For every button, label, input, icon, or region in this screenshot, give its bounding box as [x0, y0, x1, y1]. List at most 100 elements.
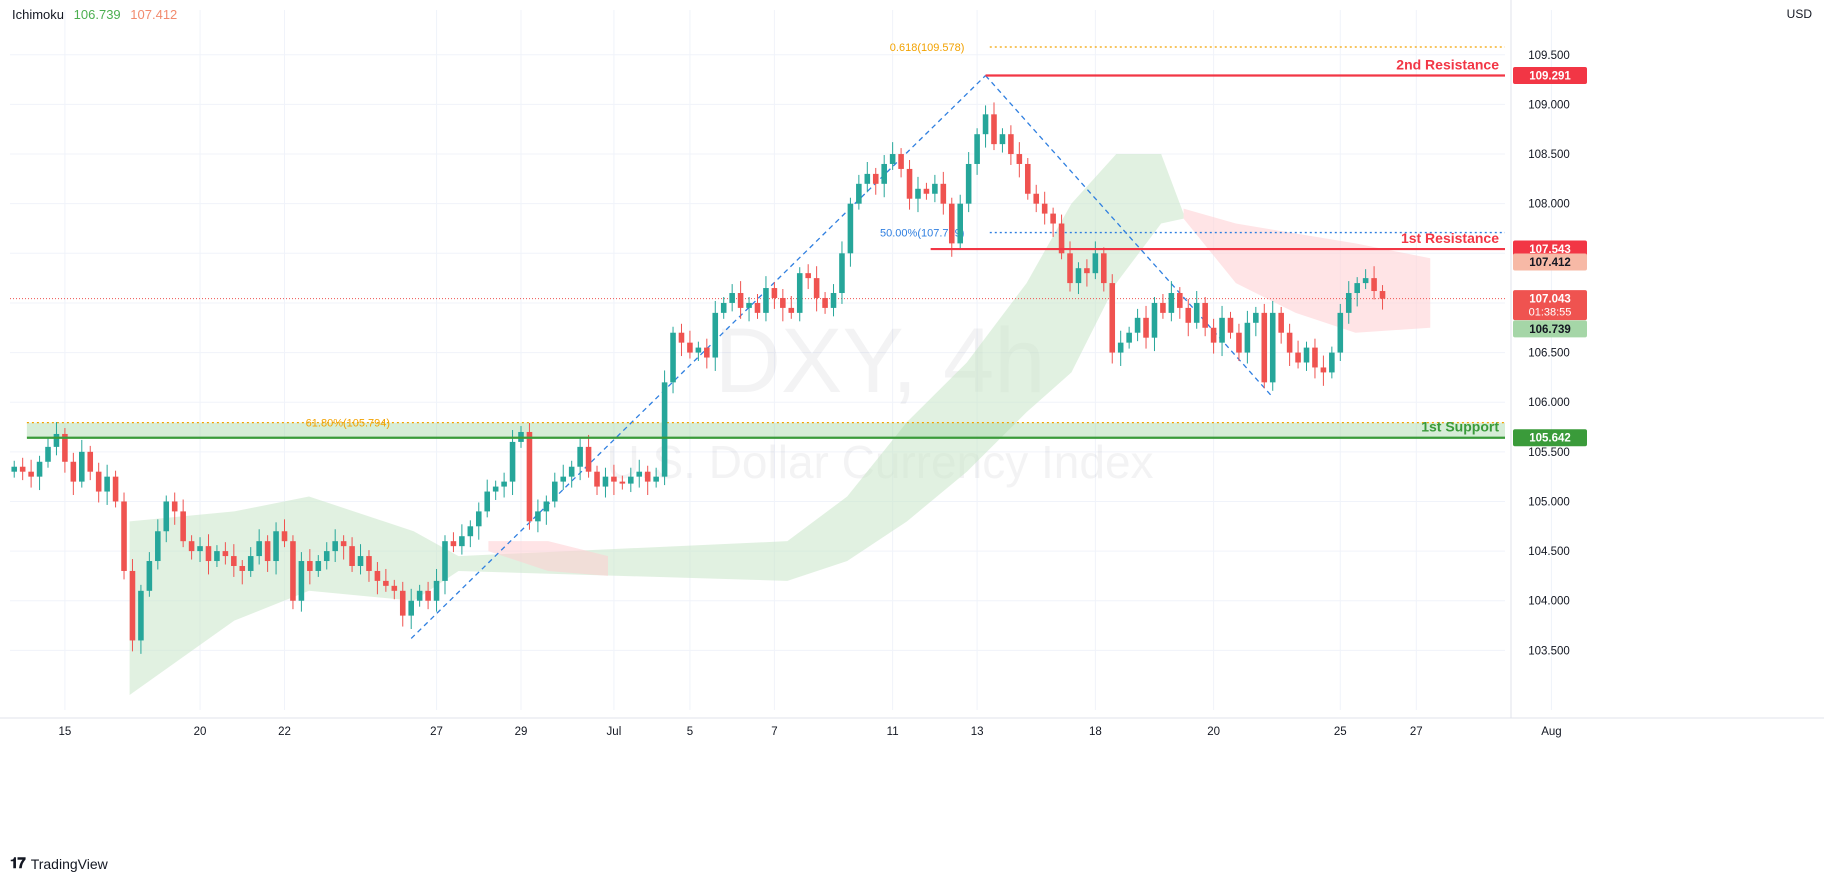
candle-25	[222, 542, 229, 565]
candle-24	[214, 545, 220, 567]
candle-37	[323, 542, 330, 570]
candle-body	[1101, 253, 1107, 284]
candle-body	[619, 481, 626, 484]
candle-body	[222, 551, 229, 557]
candle-body	[1134, 317, 1141, 333]
y-tick-label: 105.000	[1528, 496, 1570, 508]
candle-57	[492, 480, 499, 500]
candle-body	[796, 273, 803, 313]
candle-39	[340, 535, 347, 560]
candle-9	[87, 445, 94, 481]
candle-56	[484, 479, 491, 518]
indicator-legend[interactable]: Ichimoku 106.739 107.412	[12, 7, 177, 22]
candle-body	[813, 278, 820, 298]
candle-body	[1202, 302, 1208, 328]
tag-resistance-1-text: 107.543	[1529, 244, 1571, 256]
candle-64	[552, 472, 558, 508]
candle-161	[1371, 266, 1377, 300]
candle-131	[1117, 330, 1124, 366]
candle-body	[788, 307, 795, 313]
candle-body	[459, 536, 465, 547]
candle-15	[138, 584, 144, 654]
candle-body	[374, 570, 381, 581]
x-tick-label: 20	[1207, 726, 1220, 738]
candle-body	[188, 541, 195, 552]
y-tick-label: 104.000	[1528, 596, 1570, 608]
candle-body	[898, 154, 904, 169]
candle-body	[383, 580, 389, 586]
candle-115	[982, 105, 989, 148]
candle-body	[695, 347, 702, 353]
candle-51	[442, 535, 448, 595]
candle-body	[36, 461, 43, 477]
candle-81	[695, 341, 702, 362]
candle-body	[720, 302, 727, 313]
candle-body	[991, 114, 997, 145]
candle-0	[11, 460, 18, 478]
tag-last-price-sub: 01:38:55	[1529, 307, 1572, 319]
candle-body	[264, 541, 271, 562]
candle-6	[62, 428, 68, 473]
candle-28	[247, 547, 254, 577]
candle-body	[298, 561, 305, 601]
candle-63	[543, 495, 550, 525]
candle-body	[281, 531, 288, 542]
candle-137	[1168, 281, 1175, 322]
candle-94	[805, 264, 811, 290]
candle-body	[95, 471, 102, 492]
candle-body	[568, 466, 575, 477]
tag-cloud-bull-text: 106.739	[1529, 324, 1571, 336]
y-tick-label: 108.000	[1528, 199, 1570, 211]
candle-122	[1041, 191, 1048, 225]
candle-body	[923, 188, 930, 194]
candle-106	[906, 160, 913, 210]
candle-88	[754, 294, 761, 319]
candle-105	[898, 148, 904, 178]
candle-body	[1041, 203, 1048, 214]
candle-118	[1008, 125, 1014, 165]
candle-body	[999, 134, 1006, 145]
candle-158	[1345, 281, 1352, 324]
candle-129	[1101, 247, 1107, 292]
candle-body	[256, 541, 262, 557]
candle-116	[991, 102, 997, 151]
candle-body	[1371, 278, 1377, 292]
candle-139	[1185, 298, 1192, 337]
candle-body	[1379, 291, 1386, 299]
candle-body	[273, 531, 279, 562]
candle-body	[1312, 347, 1318, 368]
candle-body	[1193, 302, 1200, 323]
tradingview-logo[interactable]: 𝟏𝟕 TradingView	[10, 855, 108, 872]
candle-body	[332, 541, 338, 552]
fib-trend-up	[410, 75, 987, 639]
candle-body	[433, 580, 440, 601]
candle-body	[881, 163, 887, 184]
candle-body	[847, 203, 854, 254]
candle-77	[661, 370, 668, 486]
candle-61	[526, 423, 533, 530]
candle-body	[712, 312, 719, 358]
candle-body	[1227, 317, 1234, 333]
y-tick-label: 105.500	[1528, 447, 1570, 459]
candle-body	[653, 476, 659, 482]
candle-46	[399, 581, 406, 627]
candle-body	[687, 342, 693, 353]
x-tick-label: 22	[278, 726, 291, 738]
candle-19	[171, 492, 178, 525]
candle-body	[1185, 307, 1192, 323]
candle-body	[822, 297, 828, 308]
candle-body	[247, 556, 254, 571]
candle-127	[1084, 259, 1090, 287]
candle-body	[704, 347, 710, 358]
tag-last-price-text: 107.043	[1529, 294, 1571, 306]
candle-body	[737, 293, 744, 308]
y-tick-label: 109.000	[1528, 99, 1570, 111]
candle-54	[467, 520, 474, 548]
tag-support-1-text: 105.642	[1529, 433, 1571, 445]
candle-86	[737, 281, 744, 319]
candle-body	[205, 546, 212, 562]
candle-4	[45, 437, 51, 468]
candle-body	[19, 466, 26, 472]
candle-157	[1337, 303, 1344, 362]
